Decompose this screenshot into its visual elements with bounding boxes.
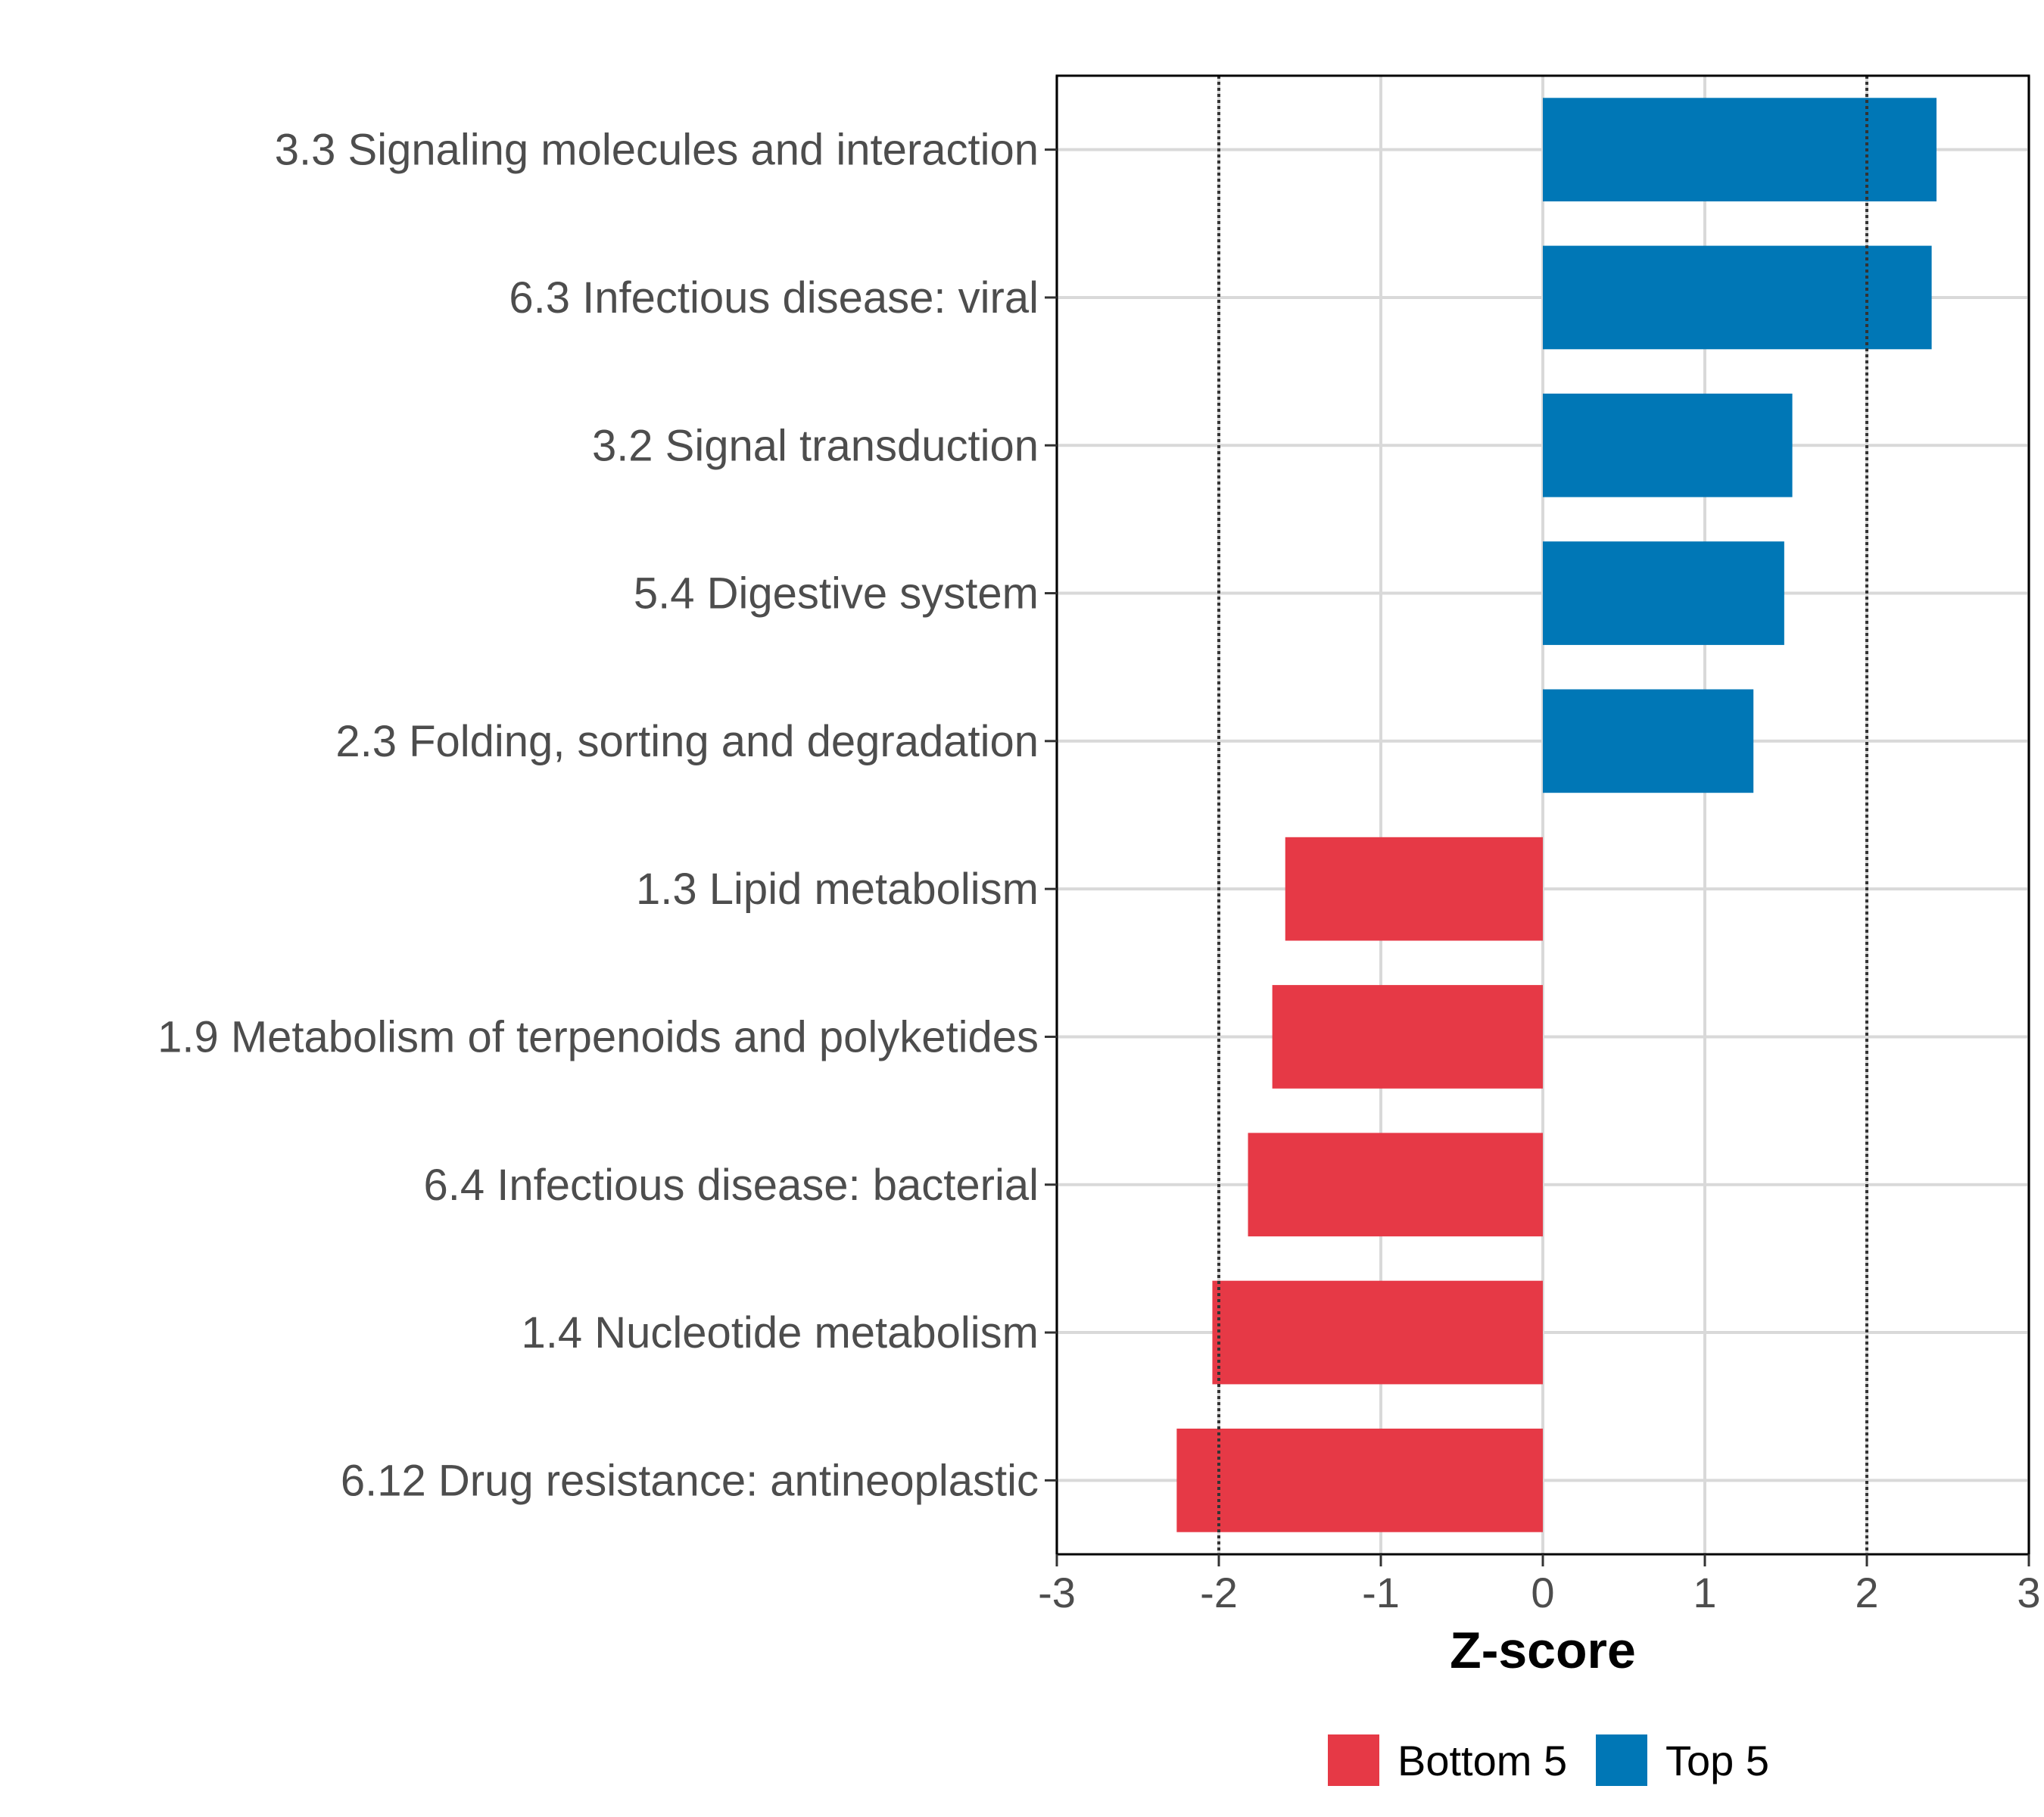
legend-label: Bottom 5: [1397, 1737, 1567, 1784]
y-axis-ticks: 3.3 Signaling molecules and interaction 6…: [157, 126, 1057, 1505]
category-label: 6.3 Infectious disease: viral: [509, 273, 1039, 323]
category-label: 1.4 Nucleotide metabolism: [522, 1308, 1039, 1357]
bar: [1176, 1428, 1543, 1532]
legend: Bottom 5 Top 5: [1328, 1734, 1769, 1786]
x-tick-label: 3: [2017, 1569, 2040, 1616]
legend-swatch: [1596, 1734, 1647, 1786]
category-label: 6.4 Infectious disease: bacterial: [424, 1161, 1039, 1210]
category-label: 1.9 Metabolism of terpenoids and polyket…: [157, 1012, 1039, 1061]
bars: [1176, 98, 1937, 1532]
x-tick-label: -2: [1200, 1569, 1238, 1616]
bar: [1272, 985, 1543, 1089]
bar: [1543, 541, 1784, 645]
x-tick-label: 2: [1855, 1569, 1878, 1616]
x-axis-ticks: -3 -2 -1 0 1 2 3: [1038, 1554, 2041, 1616]
category-label: 1.3 Lipid metabolism: [636, 865, 1039, 914]
x-tick-label: 1: [1693, 1569, 1716, 1616]
legend-label: Top 5: [1665, 1737, 1769, 1784]
bar: [1543, 245, 1932, 350]
x-tick-label: -1: [1362, 1569, 1400, 1616]
bar: [1212, 1280, 1543, 1385]
reference-lines: [1217, 76, 1868, 1554]
category-label: 6.12 Drug resistance: antineoplastic: [341, 1456, 1039, 1505]
category-label: 3.3 Signaling molecules and interaction: [275, 126, 1039, 175]
category-label: 3.2 Signal transduction: [592, 421, 1039, 470]
category-label: 2.3 Folding, sorting and degradation: [335, 717, 1039, 766]
x-tick-label: 0: [1531, 1569, 1554, 1616]
x-tick-label: -3: [1038, 1569, 1076, 1616]
bar: [1543, 393, 1793, 497]
category-label: 5.4 Digestive system: [634, 569, 1039, 619]
bar: [1543, 689, 1754, 793]
bar: [1285, 837, 1543, 941]
bar: [1248, 1133, 1543, 1237]
bar: [1543, 98, 1937, 202]
x-axis-title: Z-score: [1450, 1622, 1636, 1679]
legend-swatch: [1328, 1734, 1379, 1786]
